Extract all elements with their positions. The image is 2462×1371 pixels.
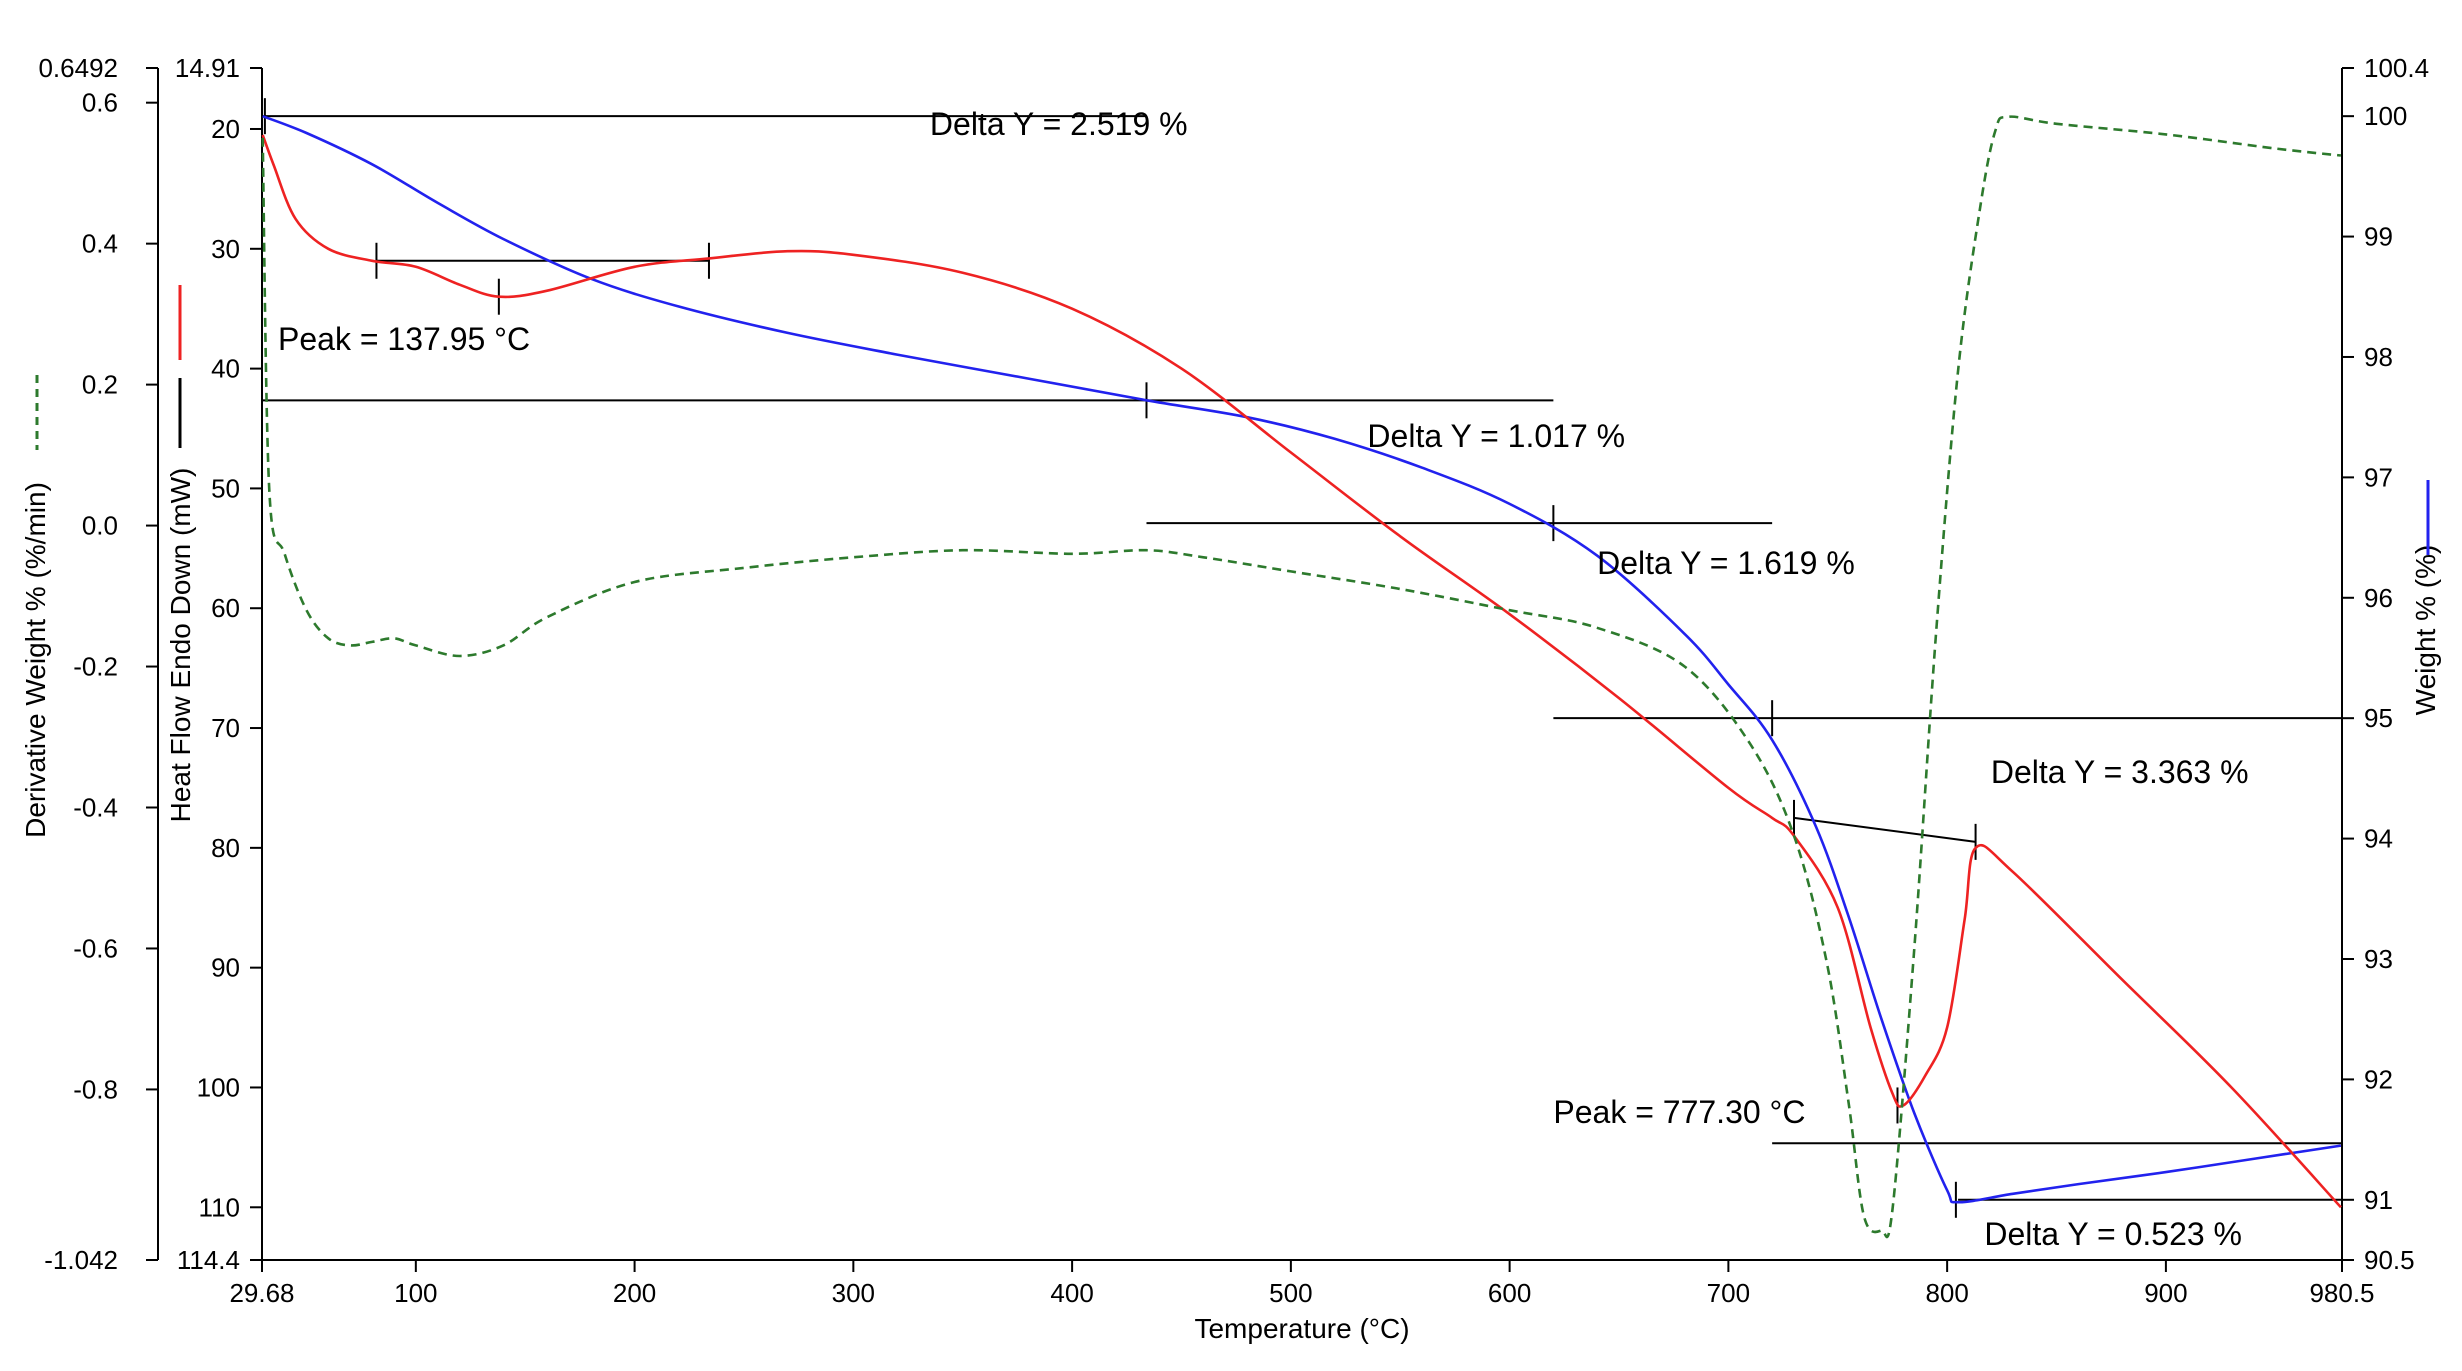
heatflow-tick-label: 60 [211,593,240,623]
x-tick-label: 700 [1707,1278,1750,1308]
x-axis-title: Temperature (°C) [1194,1313,1409,1344]
series-layer [261,114,2342,1239]
peak-baseline-2 [1793,816,1976,843]
x-tick-label: 600 [1488,1278,1531,1308]
heatflow-tick-label: 110 [199,1192,240,1222]
x-tick-label: 980.5 [2309,1278,2374,1308]
derivative-tick-label: 0.4 [82,229,118,259]
x-tick-label: 300 [832,1278,875,1308]
weight-tick-label: 100 [2364,101,2407,131]
weight-tick-label: 90.5 [2364,1245,2415,1275]
annotation-label: Peak = 777.30 °C [1553,1094,1805,1130]
weight-axis-title: Weight % (%) [2410,545,2441,716]
analysis-lines [262,98,2342,1218]
derivative-tick-label: 0.6 [82,88,118,118]
weight-tick-label: 97 [2364,462,2393,492]
x-tick-label: 100 [394,1278,437,1308]
annotation-label: Delta Y = 2.519 % [930,106,1188,142]
annotation-label: Peak = 137.95 °C [278,321,530,357]
derivative-tick-label: 0.6492 [38,53,118,83]
derivative-tick-label: -0.6 [73,933,118,963]
annotation-label: Delta Y = 0.523 % [1984,1216,2242,1252]
heatflow-tick-label: 20 [211,114,240,144]
heatflow-tick-label: 90 [211,953,240,983]
ticks-layer: 29.68 100 200 300 400 500 600 700 800 900 980.5 0.6… [38,53,2429,1308]
heatflow-axis-title: Heat Flow Endo Down (mW) [165,468,196,823]
x-tick-label: 400 [1050,1278,1093,1308]
x-tick-label: 800 [1925,1278,1968,1308]
x-tick-label: 500 [1269,1278,1312,1308]
heatflow-tick-label: 114.4 [177,1245,240,1275]
weight-tick-label: 91 [2364,1185,2393,1215]
derivative-tick-label: 0.2 [82,370,118,400]
x-tick-label: 200 [613,1278,656,1308]
derivative-tick-label: 0.0 [82,511,118,541]
derivative-axis-title: Derivative Weight % (%/min) [20,482,51,838]
weight-tick-label: 99 [2364,222,2393,252]
heatflow-tick-label: 40 [211,354,240,384]
derivative-tick-label: -0.2 [73,652,118,682]
weight-series-line [262,114,2342,1204]
heatflow-tick-label: 14.91 [175,53,240,83]
heat_flow-series-line [261,134,2342,1209]
annotation-label: Delta Y = 3.363 % [1991,754,2249,790]
weight-tick-label: 98 [2364,342,2393,372]
x-tick-label: 29.68 [229,1278,294,1308]
heatflow-tick-label: 100 [197,1072,240,1102]
heatflow-tick-label: 80 [211,833,240,863]
x-tick-label: 900 [2144,1278,2187,1308]
weight-tick-label: 96 [2364,583,2393,613]
annotation-label: Delta Y = 1.017 % [1367,418,1625,454]
annotations-layer: Delta Y = 2.519 % Peak = 137.95 °C Delta Y… [278,106,2249,1252]
weight-tick-label: 93 [2364,944,2393,974]
derivative-tick-label: -1.042 [44,1245,118,1275]
derivative-series-line [261,115,2342,1239]
weight-tick-label: 95 [2364,703,2393,733]
annotation-label: Delta Y = 1.619 % [1597,545,1855,581]
plot-frame [157,68,2343,1261]
heatflow-tick-label: 70 [211,713,240,743]
heatflow-tick-label: 50 [211,473,240,503]
derivative-tick-label: -0.4 [73,793,118,823]
weight-tick-label: 100.4 [2364,53,2429,83]
heatflow-tick-label: 30 [211,234,240,264]
derivative-tick-label: -0.8 [73,1074,118,1104]
weight-tick-label: 94 [2364,824,2393,854]
weight-tick-label: 92 [2364,1064,2393,1094]
